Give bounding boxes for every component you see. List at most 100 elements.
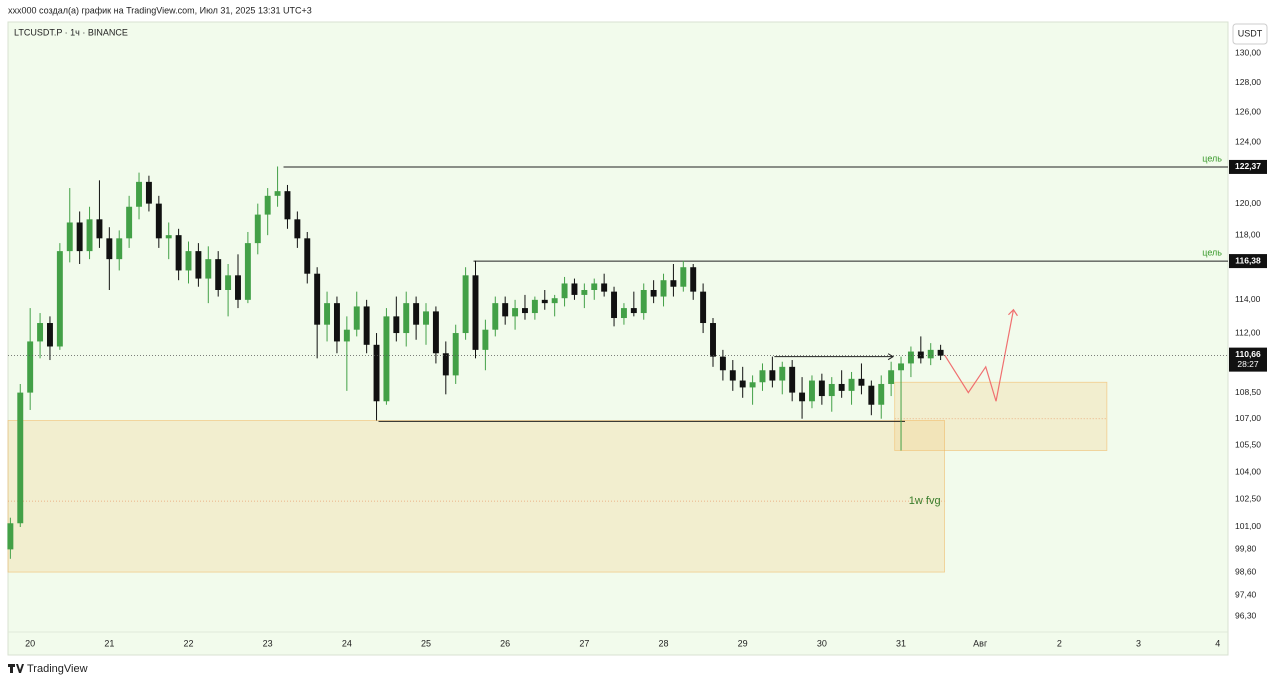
y-tick-label: 104,00	[1235, 466, 1261, 476]
price-box	[1229, 159, 1267, 174]
candle-body	[848, 378, 855, 391]
price-box	[1229, 254, 1267, 269]
candle-body	[640, 289, 647, 314]
price-box	[1229, 347, 1267, 372]
candle-body	[314, 273, 321, 325]
x-tick-label: 2	[1057, 638, 1062, 648]
footer: TradingView	[27, 663, 88, 675]
x-tick-label: 4	[1215, 638, 1220, 648]
candle-body	[789, 366, 796, 393]
candle-body	[630, 308, 637, 314]
x-tick-label: 29	[738, 638, 748, 648]
logo	[8, 664, 24, 673]
y-tick-label: 102,50	[1235, 494, 1261, 504]
candle-body	[749, 382, 756, 388]
candle-body	[304, 238, 311, 274]
candle-body	[86, 219, 93, 252]
candle-body	[225, 275, 232, 290]
projection	[944, 309, 1015, 402]
x-tick-label: 26	[500, 638, 510, 648]
y-tick-label: 114,00	[1235, 294, 1261, 304]
candle-body	[185, 251, 192, 271]
price-label: 116,38	[1235, 255, 1261, 265]
candle-body	[759, 370, 766, 383]
candle-body	[462, 275, 469, 334]
candle-body	[264, 195, 271, 215]
y-tick-label: 96,30	[1235, 611, 1257, 621]
candle-body	[175, 235, 182, 271]
candle-body	[294, 219, 301, 239]
header: xxx000 создал(а) график на TradingView.c…	[8, 5, 312, 15]
candle-body	[66, 222, 73, 252]
candle-body	[690, 267, 697, 292]
candle-body	[215, 259, 222, 290]
candle-body	[155, 203, 162, 239]
y-tick-label: 128,00	[1235, 77, 1261, 87]
candle-body	[7, 523, 14, 550]
countdown: 28:27	[1237, 359, 1259, 369]
candle-body	[828, 383, 835, 397]
x-tick-label: 28	[659, 638, 669, 648]
candle-body	[284, 191, 291, 220]
candle-body	[710, 323, 716, 357]
candle-body	[868, 385, 875, 405]
candle-body	[106, 238, 113, 260]
candle-body	[472, 275, 479, 350]
plot-area	[7, 21, 1229, 656]
y-tick-label: 130,00	[1235, 48, 1261, 58]
candle-body	[413, 303, 420, 325]
candle-body	[76, 222, 83, 252]
candle-body	[432, 311, 439, 354]
x-tick-label: 23	[263, 638, 273, 648]
candle-body	[937, 349, 944, 356]
candle-body	[324, 303, 331, 325]
zone	[894, 381, 1108, 451]
candle-body	[244, 243, 251, 300]
candle-body	[670, 280, 677, 287]
candle-body	[779, 366, 786, 381]
candle-body	[858, 378, 865, 386]
y-tick-label: 99,80	[1235, 544, 1257, 554]
candle-body	[571, 283, 578, 295]
candle-body	[818, 380, 825, 397]
zone	[7, 420, 945, 573]
arrow-head	[887, 353, 895, 361]
y-tick-label: 118,00	[1235, 229, 1261, 239]
candle-body	[27, 341, 34, 393]
candle-body	[700, 291, 707, 324]
candle-body	[56, 251, 63, 347]
candle-body	[165, 235, 172, 239]
candle-body	[799, 392, 806, 402]
zone-label: 1w fvg	[909, 495, 941, 507]
chart-title: LTCUSDT.P · 1ч · BINANCE	[14, 27, 128, 37]
currency-box	[1232, 23, 1268, 45]
candle-body	[551, 298, 558, 304]
candle-body	[205, 259, 212, 279]
candle-body	[601, 283, 608, 292]
candle-body	[808, 380, 815, 402]
x-tick-label: 25	[421, 638, 431, 648]
candle-body	[373, 344, 380, 402]
candle-body	[838, 383, 845, 391]
projection-head	[1008, 308, 1018, 317]
price-label: 122,37	[1235, 161, 1261, 171]
candle-body	[195, 251, 202, 279]
last-price-label: 110,66	[1235, 349, 1261, 359]
candle-body	[522, 308, 528, 314]
candle-body	[739, 380, 746, 388]
x-tick-label: 3	[1136, 638, 1141, 648]
y-tick-label: 98,60	[1235, 566, 1257, 576]
candle-body	[541, 299, 548, 304]
candle-body	[423, 311, 429, 325]
candle-body	[719, 356, 726, 371]
candle-body	[343, 329, 350, 342]
candle-body	[492, 303, 499, 330]
candle-body	[729, 370, 736, 381]
candle-body	[136, 181, 142, 207]
candle-body	[561, 283, 568, 299]
candle-body	[393, 316, 400, 334]
y-tick-label: 126,00	[1235, 106, 1261, 116]
candle-body	[620, 308, 627, 319]
